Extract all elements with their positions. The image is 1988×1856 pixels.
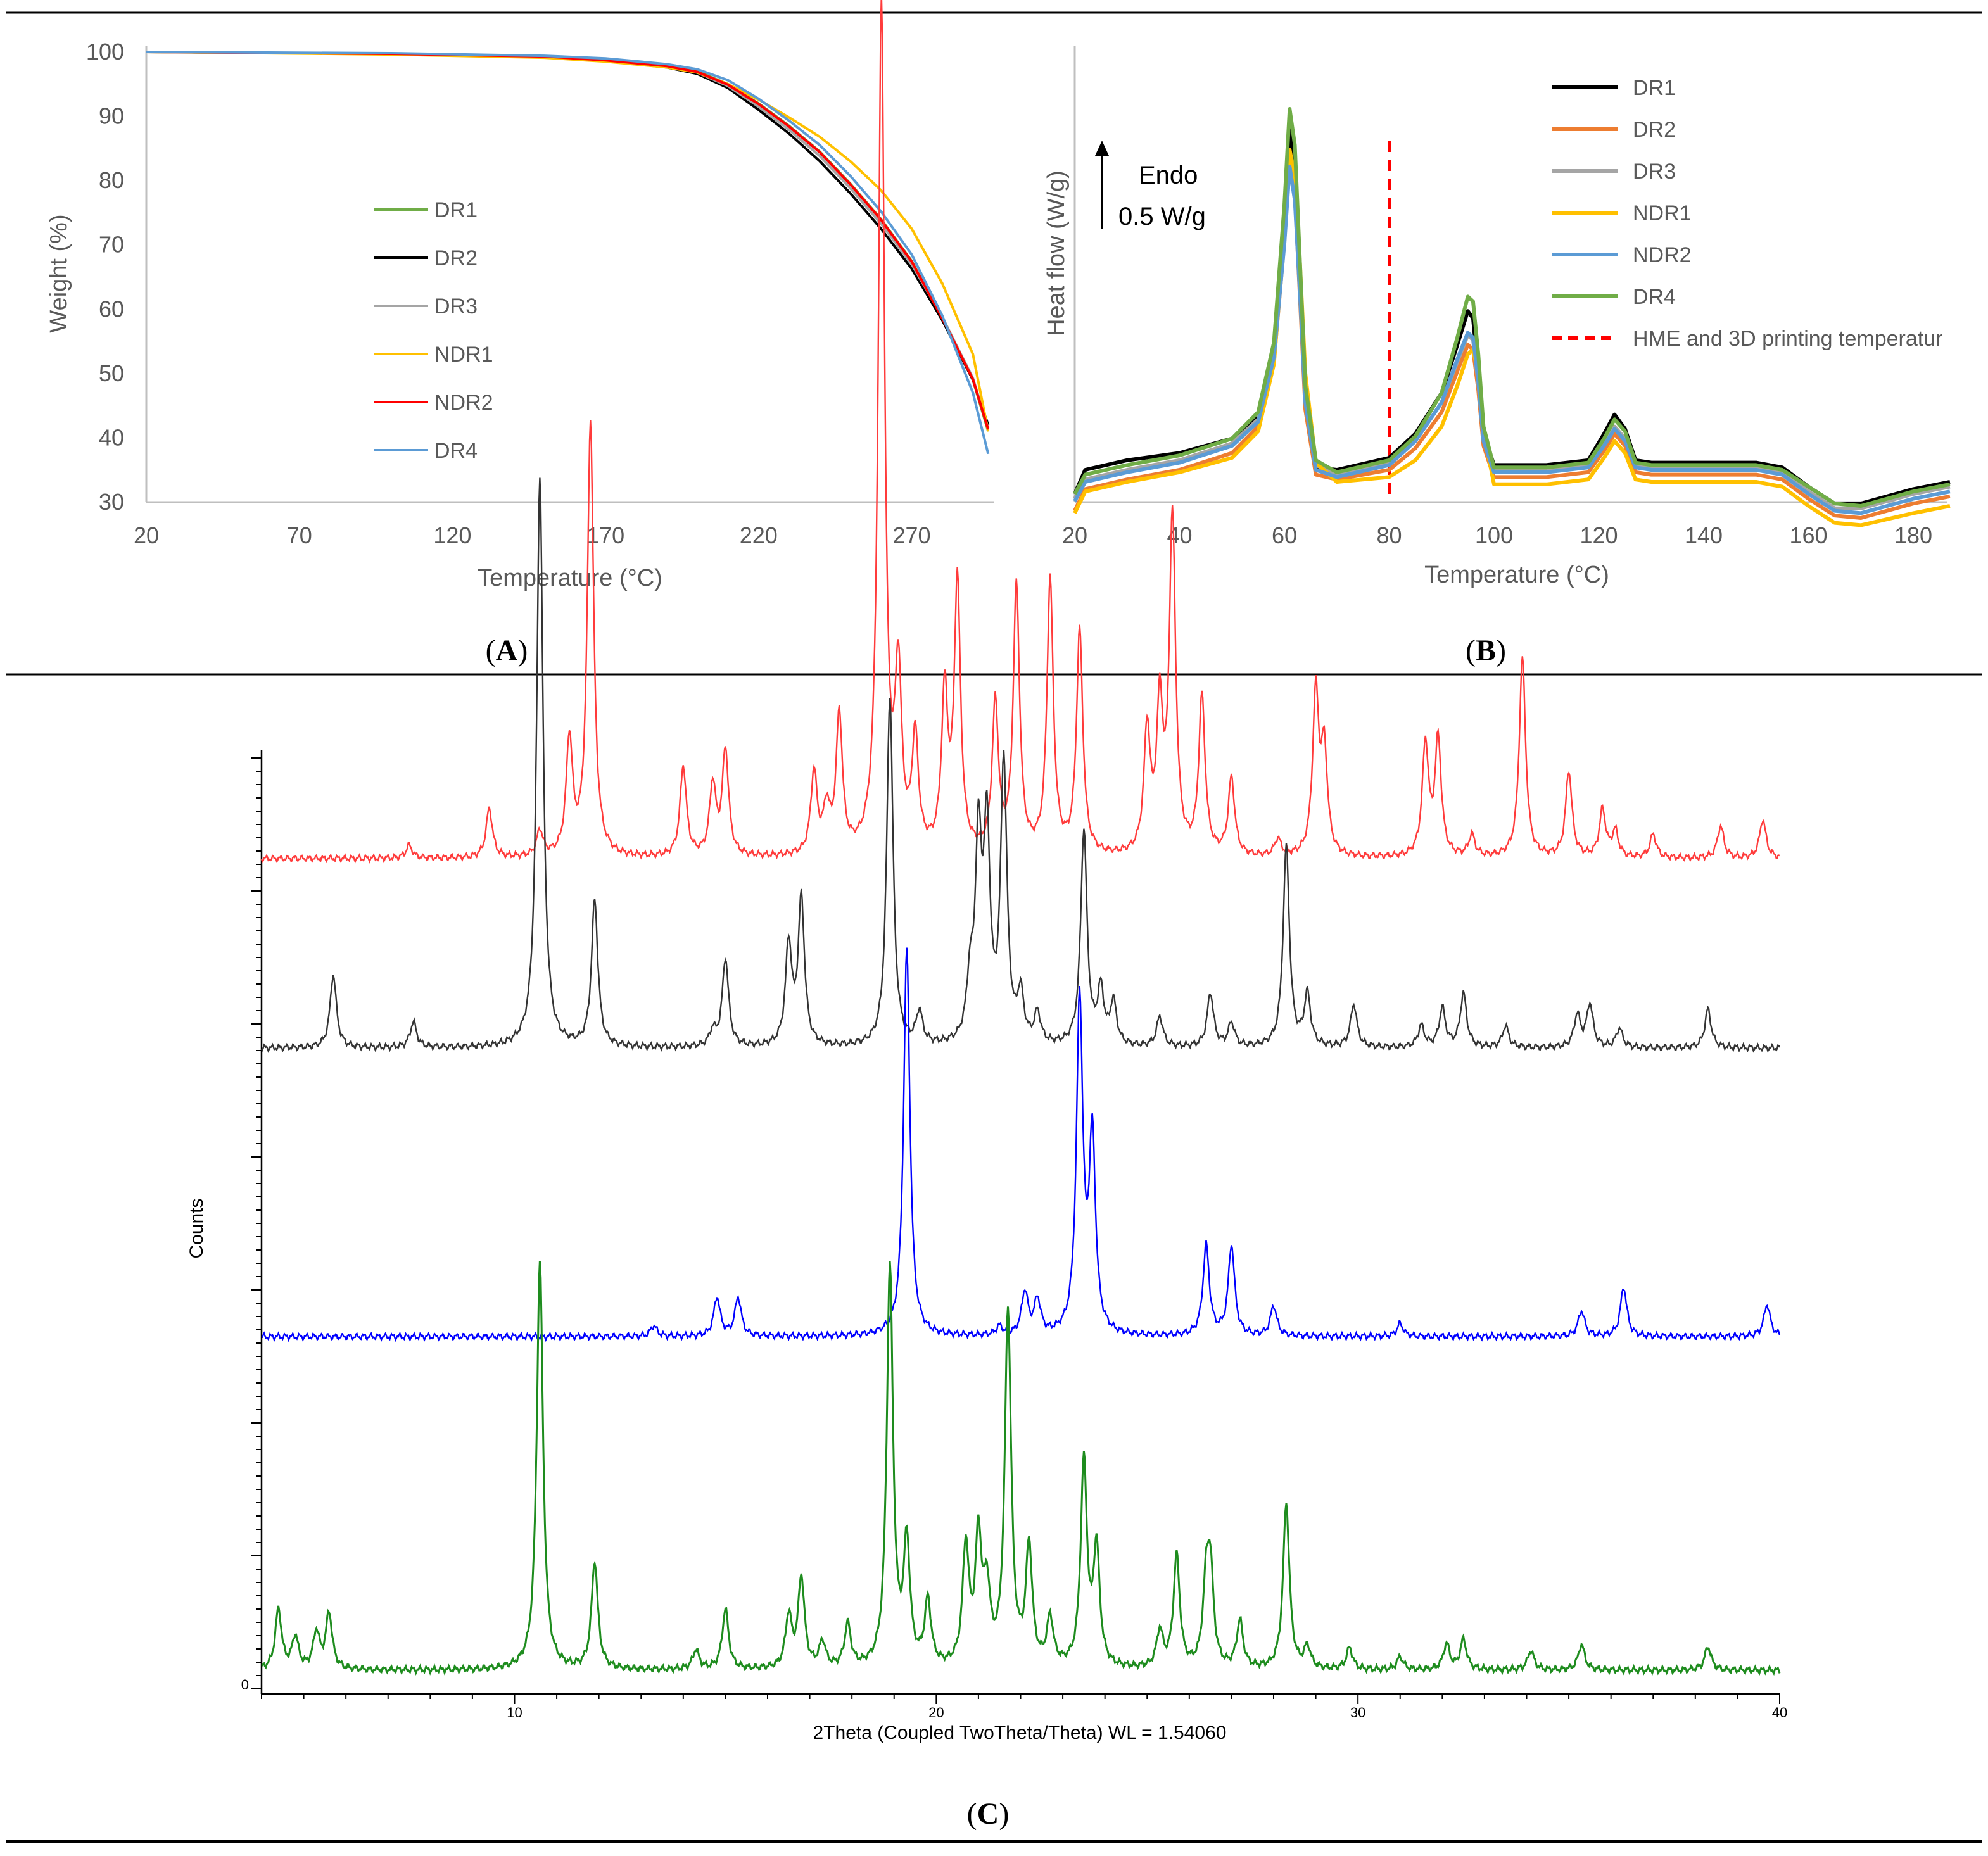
panel-a-series-dr3 xyxy=(146,51,990,429)
panel-a-y-tick-70: 70 xyxy=(99,232,124,258)
panel-a-series-dr2 xyxy=(146,51,990,426)
panel-a-x-tick-270: 270 xyxy=(892,522,930,548)
panel-b-legend-label-dr2: DR2 xyxy=(1633,118,1676,142)
panel-c-y-zero-label: 0 xyxy=(241,1677,249,1693)
panel-c-series-3 xyxy=(261,947,1781,1342)
scale-label: 0.5 W/g xyxy=(1118,203,1206,230)
panel-c-y-minor-ticks xyxy=(251,757,262,1689)
panel-b-series xyxy=(1073,107,1951,527)
panel-a-series-ndr2 xyxy=(146,51,990,430)
panel-b-x-tick-20: 20 xyxy=(1062,522,1087,548)
panel-b-legend-label-ndr2: NDR2 xyxy=(1633,243,1692,267)
panel-a-legend-label-dr4: DR4 xyxy=(434,439,478,463)
panel-a-y-axis-title: Weight (%) xyxy=(46,214,72,332)
panel-a-x-tick-120: 120 xyxy=(433,522,471,548)
panel-a-y-tick-40: 40 xyxy=(99,424,124,450)
panel-b-x-axis-title: Temperature (°C) xyxy=(1424,562,1609,588)
panel-b-x-tick-140: 140 xyxy=(1685,522,1723,548)
panel-b-legend-label-ndr1: NDR1 xyxy=(1633,201,1692,225)
panel-b-dsc-chart: 20 40 60 80 100 120 140 160 180 DR1DR2DR3NDR1NDR… xyxy=(1043,46,1951,588)
panel-b-x-tick-160: 160 xyxy=(1789,522,1827,548)
panel-b-legend-label-hme-and-3d-printing-temperatur: HME and 3D printing temperatur xyxy=(1633,327,1942,351)
panel-a-y-tick-50: 50 xyxy=(99,360,124,386)
panel-b-legend-label-dr4: DR4 xyxy=(1633,285,1676,309)
panel-c-label: (C) xyxy=(967,1797,1010,1831)
panel-a-series xyxy=(146,51,990,455)
panel-a-x-tick-20: 20 xyxy=(134,522,159,548)
panel-c-x-tick-label-20: 20 xyxy=(928,1705,944,1720)
panel-a-y-tick-80: 80 xyxy=(99,167,124,193)
panel-b-letter: B xyxy=(1476,634,1496,667)
panel-c-x-tick-label-30: 30 xyxy=(1350,1705,1365,1720)
panel-a-y-tick-90: 90 xyxy=(99,103,124,129)
panel-a-y-tick-30: 30 xyxy=(99,489,124,515)
panel-a-legend-label-ndr1: NDR1 xyxy=(434,343,493,367)
panel-b-y-axis-title: Heat flow (W/g) xyxy=(1043,170,1070,336)
panel-a-x-tick-220: 220 xyxy=(740,522,778,548)
panel-a-y-tick-60: 60 xyxy=(99,296,124,322)
panel-a-series-dr4 xyxy=(146,51,990,455)
panel-a-x-tick-labels: 20 70 120 170 220 270 xyxy=(134,522,931,548)
panel-c-series xyxy=(260,0,1781,1676)
panel-b-x-tick-60: 60 xyxy=(1272,522,1297,548)
panel-c-x-axis-title: 2Theta (Coupled TwoTheta/Theta) WL = 1.5… xyxy=(813,1722,1227,1743)
panel-a-series-ndr1 xyxy=(146,51,990,432)
panel-c-series-4 xyxy=(260,1261,1781,1676)
panel-a-label: (A) xyxy=(486,634,528,667)
endo-label: Endo xyxy=(1139,161,1198,189)
panel-a-y-tick-100: 100 xyxy=(86,39,124,65)
panel-b-legend-label-dr1: DR1 xyxy=(1633,76,1676,100)
panel-b-legend: DR1 DR2 DR3 NDR1 NDR2 DR4 HME and 3D printing … xyxy=(1552,76,1942,351)
panel-b-label: (B) xyxy=(1466,634,1506,667)
panel-c-series-2 xyxy=(261,477,1781,1053)
panel-a-x-tick-70: 70 xyxy=(287,522,312,548)
endo-arrow-head xyxy=(1095,141,1109,156)
panel-c-letter: C xyxy=(977,1797,999,1831)
panel-a-x-axis-title: Temperature (°C) xyxy=(478,565,662,591)
panel-c-xrd-chart: 10 20 30 40 0 2Theta (Coupled TwoTheta/Thet… xyxy=(186,0,1787,1743)
panel-a-y-tick-labels: 30 40 50 60 70 80 90 100 xyxy=(86,39,124,515)
panel-b-x-tick-180: 180 xyxy=(1894,522,1932,548)
panel-a-series-dr1 xyxy=(146,51,990,432)
panel-c-y-axis-title: Counts xyxy=(186,1198,207,1258)
panel-b-series-dr4 xyxy=(1073,107,1951,508)
panel-c-x-ticks: 10 20 30 40 xyxy=(261,1694,1787,1720)
panel-a-letter: A xyxy=(496,634,518,667)
panel-a-legend-label-dr1: DR1 xyxy=(434,198,478,222)
panel-b-x-tick-120: 120 xyxy=(1580,522,1618,548)
panel-a-legend: DR1 DR2 DR3 NDR1 NDR2 DR4 xyxy=(374,198,493,463)
panel-c-series-1 xyxy=(260,0,1780,864)
panel-a-legend-label-dr2: DR2 xyxy=(434,246,478,270)
panel-a-legend-label-dr3: DR3 xyxy=(434,294,478,319)
panel-b-x-tick-80: 80 xyxy=(1376,522,1402,548)
panel-b-x-tick-100: 100 xyxy=(1475,522,1513,548)
panel-b-legend-label-dr3: DR3 xyxy=(1633,160,1676,184)
panel-c-x-tick-label-10: 10 xyxy=(507,1705,522,1720)
panel-b-x-tick-labels: 20 40 60 80 100 120 140 160 180 xyxy=(1062,522,1932,548)
panel-a-legend-label-ndr2: NDR2 xyxy=(434,391,493,415)
panel-c-x-tick-label-40: 40 xyxy=(1772,1705,1787,1720)
